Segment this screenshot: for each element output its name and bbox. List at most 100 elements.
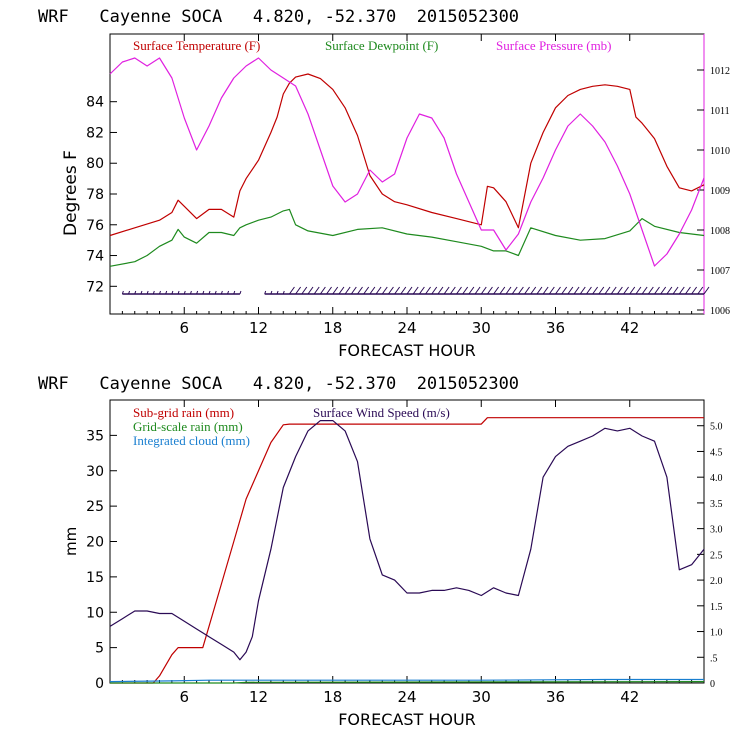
- wind-barb: [363, 286, 370, 295]
- series-surface-pressure-mb: [109, 57, 705, 267]
- wind-barb: [307, 286, 314, 295]
- top-y-tick-label: 82: [86, 125, 104, 141]
- wind-barb: [579, 286, 586, 295]
- wind-barb: [561, 286, 568, 295]
- bottom-y-tick-label: 10: [86, 605, 104, 621]
- top-y-tick-label: 74: [86, 249, 104, 265]
- wind-barb: [604, 286, 611, 295]
- wind-barb: [177, 290, 180, 295]
- wind-barb: [369, 286, 376, 295]
- wind-barb: [183, 290, 186, 295]
- top-y2-tick-label: 1008: [710, 226, 730, 237]
- wind-barb: [152, 290, 155, 295]
- wind-barb: [697, 286, 704, 295]
- wind-barb: [629, 286, 636, 295]
- top-x-tick-label: 18: [323, 319, 342, 337]
- bottom-x-tick-label: 42: [620, 688, 639, 706]
- series-surface-dewpoint-f: [109, 208, 705, 267]
- wind-barb: [480, 286, 487, 295]
- top-chart-title: WRF Cayenne SOCA 4.820, -52.370 20150523…: [38, 7, 519, 27]
- wind-barb: [233, 290, 236, 295]
- top-series: [109, 57, 710, 295]
- bottom-y-tick-label: 5: [95, 641, 104, 657]
- bottom-y-tick-label: 35: [86, 428, 104, 444]
- bottom-y-tick-label: 0: [95, 676, 104, 692]
- wind-barb: [282, 290, 285, 295]
- bottom-y2-tick-label: 3.0: [710, 525, 723, 536]
- top-x-tick-label: 30: [472, 319, 491, 337]
- wind-barb: [660, 286, 667, 295]
- top-y-tick-label: 84: [86, 95, 104, 111]
- wind-barb: [487, 286, 493, 295]
- wind-barb: [239, 290, 242, 295]
- top-y-tick-label: 72: [86, 279, 104, 295]
- top-y2-tick-label: 1011: [710, 106, 730, 117]
- wind-barb: [326, 286, 332, 295]
- wind-barb: [555, 286, 561, 295]
- top-y-tick-label: 78: [86, 187, 104, 203]
- bottom-chart-title: WRF Cayenne SOCA 4.820, -52.370 20150523…: [38, 374, 519, 394]
- bottom-y-tick-label: 15: [86, 570, 104, 586]
- top-y2-tick-label: 1012: [710, 66, 730, 77]
- bottom-y-axis-label: mm: [62, 527, 80, 556]
- legend-wind-speed: Surface Wind Speed (m/s): [313, 405, 450, 420]
- wind-barb: [295, 286, 302, 295]
- bottom-y2-tick-label: 4.5: [710, 447, 723, 458]
- wind-barb: [338, 286, 345, 295]
- bottom-x-tick-label: 12: [249, 688, 268, 706]
- top-plot-frame: [109, 33, 705, 315]
- series-surface-wind-speed-m-s: [109, 420, 705, 661]
- top-axes: 6 12 18 24 30 36 42 72 74 76 78 80 82 84 1006 1007 1008 1…: [86, 34, 730, 337]
- wind-barb: [443, 286, 450, 295]
- top-x-tick-label: 6: [179, 319, 189, 337]
- wind-barb: [128, 290, 131, 295]
- precipitation-panel: WRF Cayenne SOCA 4.820, -52.370 20150523…: [38, 374, 723, 729]
- wind-barb: [381, 286, 388, 295]
- top-x-tick-label: 36: [546, 319, 565, 337]
- top-y-tick-label: 76: [86, 218, 104, 234]
- wind-barb: [394, 286, 401, 295]
- wind-barb: [406, 286, 413, 295]
- wind-barb: [313, 286, 320, 295]
- bottom-x-axis-label: FORECAST HOUR: [338, 710, 476, 729]
- legend-integrated-cloud: Integrated cloud (mm): [133, 433, 250, 448]
- top-x-tick-label: 42: [620, 319, 639, 337]
- wind-barb: [140, 290, 143, 295]
- series-integrated-cloud-mm: [109, 678, 704, 683]
- top-y2-tick-label: 1009: [710, 186, 730, 197]
- wind-barb: [412, 286, 419, 295]
- wind-barb: [499, 286, 506, 295]
- series-sub-grid-rain-mm: [110, 417, 704, 684]
- bottom-y-tick-label: 20: [86, 535, 104, 551]
- bottom-x-tick-label: 24: [397, 688, 416, 706]
- wind-barb: [635, 286, 642, 295]
- bottom-y2-tick-label: 1.0: [710, 628, 723, 639]
- wind-barb: [666, 286, 673, 295]
- wind-barb: [567, 286, 574, 295]
- wind-barb: [196, 290, 199, 295]
- top-x-tick-label: 12: [249, 319, 268, 337]
- wind-barb: [524, 286, 530, 295]
- top-y2-tick-label: 1010: [710, 146, 730, 157]
- wind-barb: [388, 286, 394, 295]
- wind-barb: [357, 286, 363, 295]
- top-y-axis-label: Degrees F: [61, 150, 81, 236]
- wind-barb: [437, 286, 444, 295]
- wind-barb: [678, 286, 685, 295]
- top-y-tick-label: 80: [86, 156, 104, 172]
- bottom-x-tick-label: 18: [323, 688, 342, 706]
- wind-barb: [202, 290, 205, 295]
- wind-barb: [400, 286, 407, 295]
- wind-barb: [610, 286, 617, 295]
- wind-barb: [276, 290, 279, 295]
- wind-barb: [592, 286, 599, 295]
- wind-barb: [350, 286, 357, 295]
- wind-barb: [493, 286, 500, 295]
- bottom-y-tick-label: 25: [86, 499, 104, 515]
- bottom-x-tick-label: 36: [546, 688, 565, 706]
- bottom-y2-tick-label: 0: [710, 679, 715, 690]
- wind-barb: [301, 286, 308, 295]
- bottom-y2-tick-label: 3.5: [710, 499, 723, 510]
- wind-barb: [171, 290, 174, 295]
